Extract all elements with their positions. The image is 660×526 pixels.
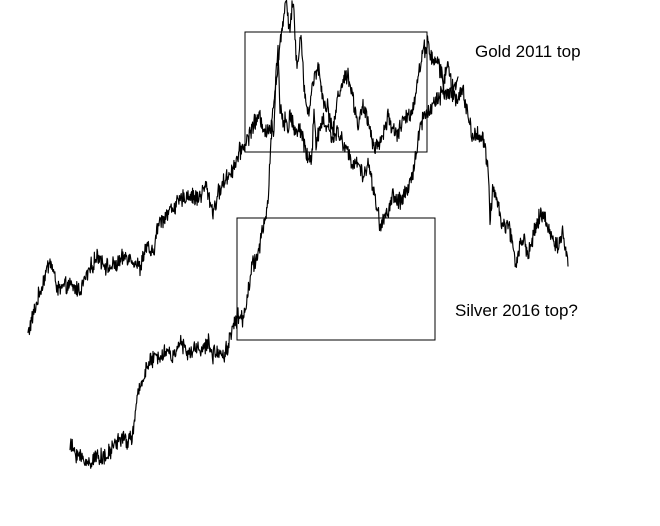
gold-price-series [27,0,569,336]
silver-2016-top-annotation: Silver 2016 top? [455,301,578,320]
price-series-group [27,0,569,469]
gold-top-highlight-box [244,31,428,153]
gold-2011-top-annotation: Gold 2011 top [475,42,581,61]
silver-top-highlight-box [236,217,436,341]
silver-price-series [69,44,459,469]
